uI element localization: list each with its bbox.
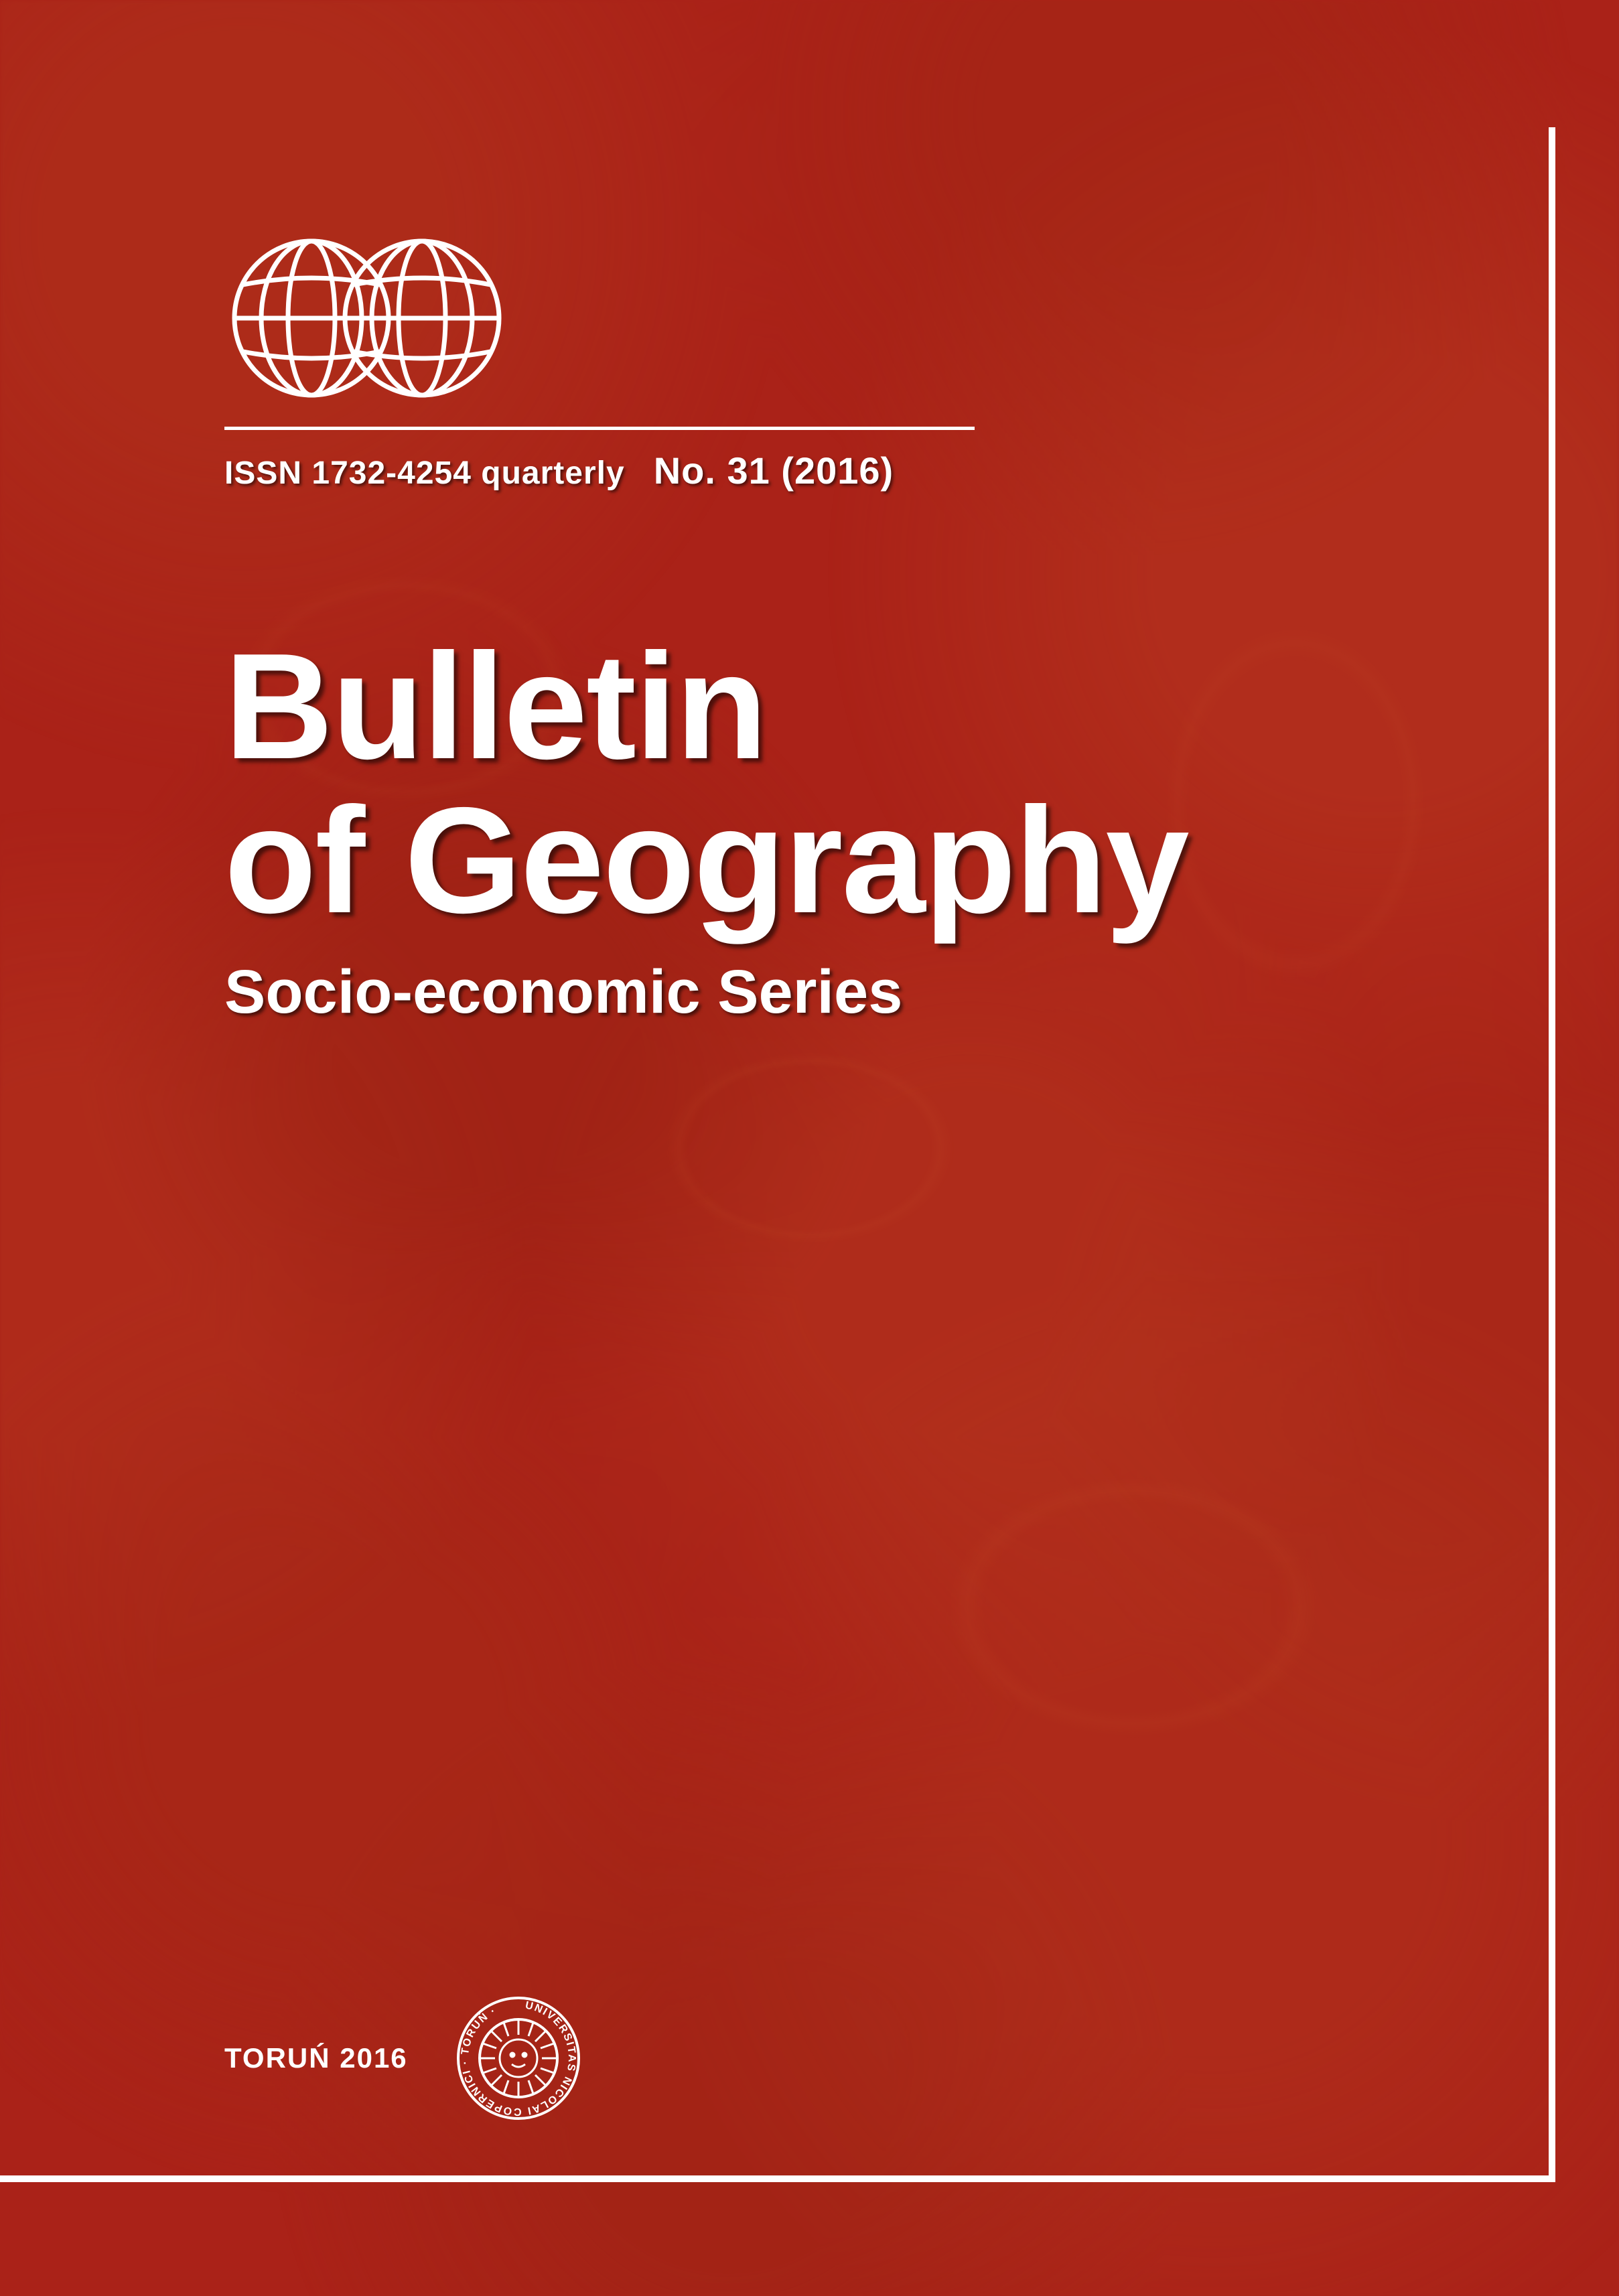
title-line-1: Bulletin xyxy=(224,630,1497,784)
double-globe-logo xyxy=(224,238,512,399)
header-divider xyxy=(224,427,975,430)
frame-line-bottom xyxy=(0,2175,1555,2182)
frame-line-right xyxy=(1549,127,1555,2182)
header-block: ISSN 1732-4254 quarterly No. 31 (2016) xyxy=(224,238,1229,492)
title-block: Bulletin of Geography Socio-economic Ser… xyxy=(224,630,1497,1027)
frequency-label: quarterly xyxy=(481,455,624,491)
journal-subtitle: Socio-economic Series xyxy=(224,957,1497,1027)
journal-title: Bulletin of Geography xyxy=(224,630,1497,937)
issn-label: ISSN 1732-4254 xyxy=(224,455,472,491)
university-seal-icon: UNIVERSITAS NICOLAI COPERNICI · TORUŃ · xyxy=(455,1995,582,2122)
footer-block: TORUŃ 2016 xyxy=(224,1995,582,2122)
svg-text:UNIVERSITAS NICOLAI COPERNICI: UNIVERSITAS NICOLAI COPERNICI · TORUŃ · xyxy=(460,2000,577,2118)
journal-cover: ISSN 1732-4254 quarterly No. 31 (2016) B… xyxy=(0,0,1619,2296)
issn-line: ISSN 1732-4254 quarterly No. 31 (2016) xyxy=(224,449,1229,492)
place-year: TORUŃ 2016 xyxy=(224,2042,408,2074)
issue-number: No. 31 (2016) xyxy=(654,449,894,492)
title-line-2: of Geography xyxy=(224,784,1497,938)
